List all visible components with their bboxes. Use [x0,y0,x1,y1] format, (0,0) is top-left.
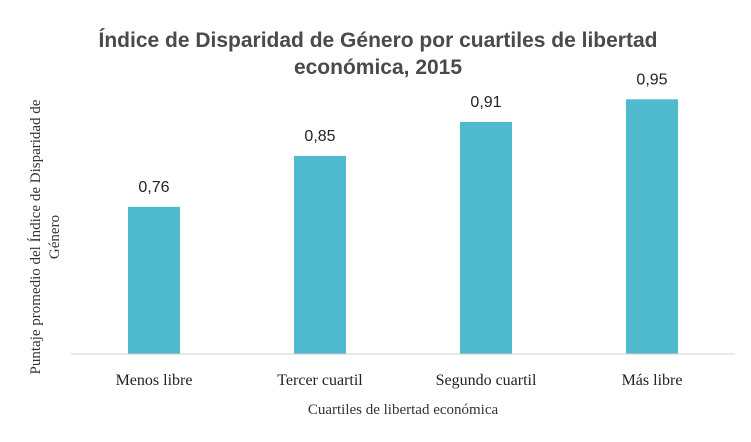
bar-4 [626,99,678,354]
data-label-2: 0,85 [304,128,335,145]
data-label-3: 0,91 [470,94,501,111]
x-tick-label-3: Segundo cuartil [436,372,537,389]
data-label-group: 0,76 0,85 0,91 0,95 [138,71,667,196]
y-axis-title-line-1: Puntaje promedio del Índice de Disparida… [27,99,44,374]
y-axis-title: Puntaje promedio del Índice de Disparida… [27,99,63,374]
data-label-1: 0,76 [138,179,169,196]
bar-3 [460,121,512,354]
bar-group [128,99,678,354]
data-label-4: 0,95 [636,71,667,88]
bar-1 [128,206,180,354]
x-tick-label-2: Tercer cuartil [277,372,363,389]
chart-title-line-2: económica, 2015 [294,56,462,79]
x-tick-label-4: Más libre [622,372,683,389]
x-tick-label-group: Menos libre Tercer cuartil Segundo cuartil… [116,372,683,389]
bar-2 [294,155,346,354]
chart-title-line-1: Índice de Disparidad de Género por cuart… [99,29,658,52]
x-axis-title: Cuartiles de libertad económica [308,402,499,418]
y-axis-title-line-2: Género [47,215,63,259]
x-tick-label-1: Menos libre [116,372,193,389]
